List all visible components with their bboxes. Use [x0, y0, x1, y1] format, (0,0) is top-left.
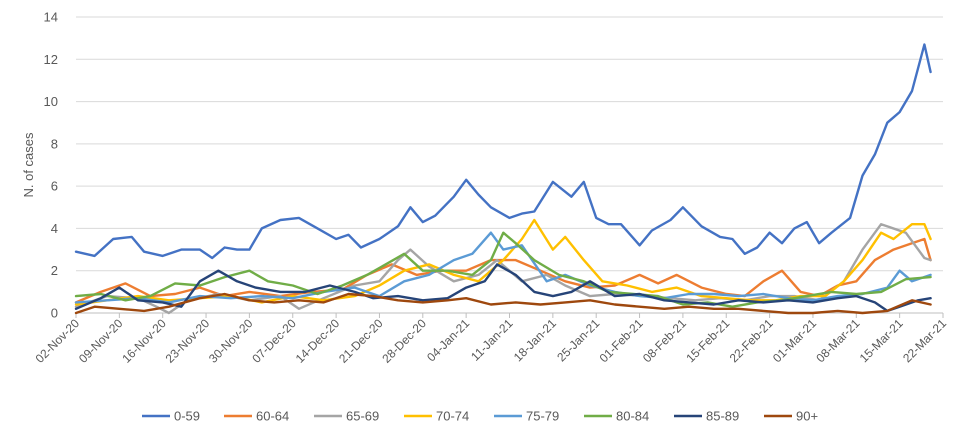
series-line-0-59: [74, 43, 932, 260]
gridlines: [75, 16, 944, 318]
x-tick-label: 08-Feb-21: [640, 316, 689, 365]
y-tick-label: 2: [51, 263, 58, 278]
x-tick-label: 14-Dec-20: [293, 316, 343, 366]
x-tick-label: 15-Mar-21: [857, 316, 906, 365]
legend-label: 70-74: [436, 409, 469, 424]
x-tick-label: 04-Jan-21: [424, 316, 472, 364]
y-tick-labels: 0 2 4 6 8 10 12 14: [44, 10, 58, 321]
x-tick-label: 02-Nov-20: [33, 316, 83, 366]
x-tick-label: 08-Mar-21: [813, 316, 862, 365]
x-tick-label: 07-Dec-20: [249, 316, 299, 366]
legend-item: 75-79: [494, 409, 559, 424]
y-tick-label: 8: [51, 136, 58, 151]
y-axis-label: N. of cases: [21, 132, 36, 198]
y-tick-label: 0: [51, 306, 58, 321]
x-tick-label: 21-Dec-20: [336, 316, 386, 366]
legend-item: 70-74: [404, 409, 469, 424]
series-line-60-64: [74, 237, 932, 304]
x-tick-label: 09-Nov-20: [76, 316, 126, 366]
legend-item: 90+: [764, 409, 818, 424]
x-tick-label: 30-Nov-20: [206, 316, 256, 366]
x-tick-label: 22-Feb-21: [727, 316, 776, 365]
y-tick-label: 14: [44, 10, 58, 25]
x-tick-label: 25-Jan-21: [554, 316, 602, 364]
x-tick-label: 11-Jan-21: [468, 316, 516, 364]
series-line-90+: [74, 292, 932, 315]
x-tick-label: 01-Feb-21: [597, 316, 646, 365]
x-tick-label: 01-Mar-21: [770, 316, 819, 365]
legend: 0-59 60-64 65-69 70-74 75-79 80-84 85-89 90+: [142, 409, 818, 424]
legend-label: 90+: [796, 409, 818, 424]
y-tick-label: 10: [44, 94, 58, 109]
legend-item: 85-89: [674, 409, 739, 424]
legend-label: 75-79: [526, 409, 559, 424]
x-tick-label: 22-Mar-21: [900, 316, 949, 365]
legend-item: 65-69: [314, 409, 379, 424]
legend-item: 0-59: [142, 409, 200, 424]
legend-label: 0-59: [174, 409, 200, 424]
x-tick-label: 16-Nov-20: [119, 316, 169, 366]
legend-label: 60-64: [256, 409, 289, 424]
x-tick-label: 15-Feb-21: [683, 316, 732, 365]
x-tick-label: 18-Jan-21: [511, 316, 559, 364]
series-lines: [74, 43, 932, 315]
series-line-85-89: [74, 263, 932, 313]
y-tick-label: 6: [51, 179, 58, 194]
legend-label: 65-69: [346, 409, 379, 424]
x-tick-labels: 02-Nov-2009-Nov-2016-Nov-2023-Nov-2030-N…: [33, 316, 950, 366]
x-tick-label: 23-Nov-20: [163, 316, 213, 366]
series-line-75-79: [74, 231, 932, 304]
y-tick-label: 4: [51, 221, 58, 236]
legend-item: 80-84: [584, 409, 649, 424]
legend-label: 85-89: [706, 409, 739, 424]
x-tick-label: 28-Dec-20: [379, 316, 429, 366]
y-tick-label: 12: [44, 52, 58, 67]
legend-label: 80-84: [616, 409, 649, 424]
legend-item: 60-64: [224, 409, 289, 424]
